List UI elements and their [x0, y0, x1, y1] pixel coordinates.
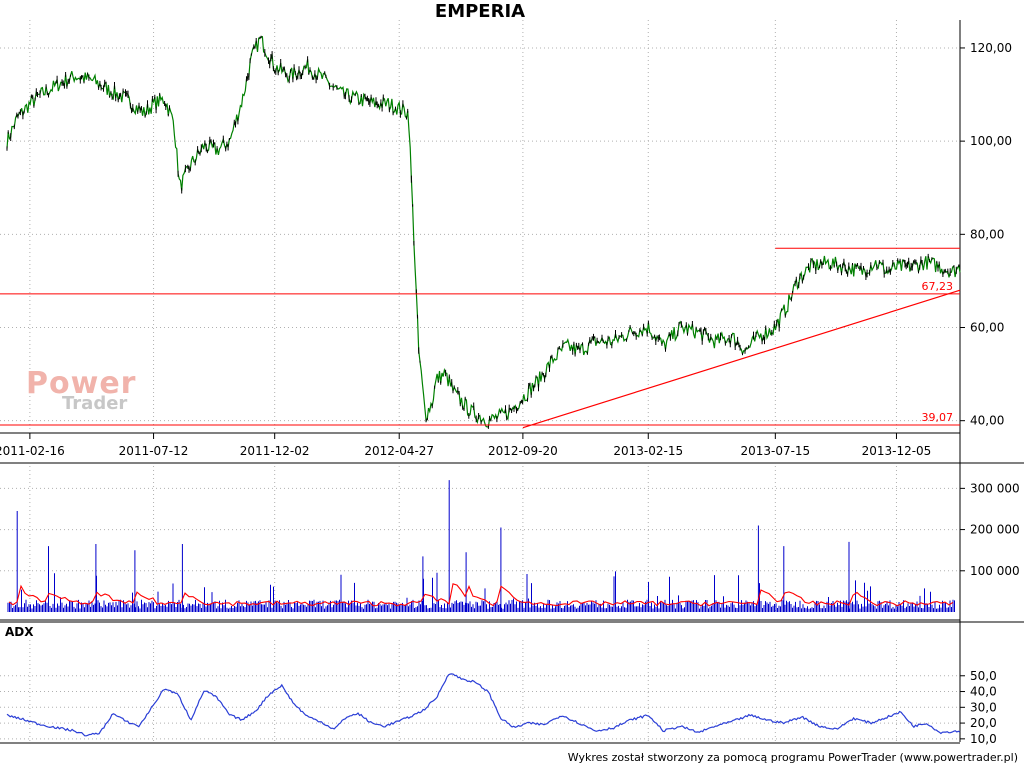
adx-y-tick-label-3: 40,0 [970, 685, 997, 699]
x-tick-label-4: 2012-09-20 [488, 444, 558, 458]
price-y-tick-label-3: 100,00 [970, 134, 1012, 148]
trend-line [522, 289, 961, 429]
x-tick-label-7: 2013-12-05 [862, 444, 932, 458]
volume-moving-average [8, 583, 954, 607]
volume-y-tick-label-2: 300 000 [970, 481, 1020, 495]
adx-y-tick-label-0: 10,0 [970, 732, 997, 746]
x-tick-label-0: 2011-02-16 [0, 444, 65, 458]
price-y-tick-label-4: 120,00 [970, 41, 1012, 55]
adx-line [6, 673, 961, 737]
support-label-1: 39,07 [922, 411, 954, 424]
price-candles [6, 35, 960, 429]
price-line-up [6, 36, 961, 428]
x-tick-label-1: 2011-07-12 [119, 444, 189, 458]
support-label-0: 67,23 [922, 280, 954, 293]
x-tick-label-6: 2013-07-15 [740, 444, 810, 458]
price-y-tick-label-2: 80,00 [970, 227, 1004, 241]
x-tick-label-3: 2012-04-27 [364, 444, 434, 458]
chart-title: EMPERIA [434, 1, 526, 22]
adx-y-tick-label-4: 50,0 [970, 669, 997, 683]
price-y-tick-label-1: 60,00 [970, 321, 1004, 335]
volume-bars [7, 480, 955, 612]
footer-credit: Wykres został stworzony za pomocą progra… [567, 751, 1018, 764]
x-tick-label-2: 2011-12-02 [240, 444, 310, 458]
adx-panel-label: ADX [5, 625, 34, 639]
price-y-tick-label-0: 40,00 [970, 414, 1004, 428]
x-tick-label-5: 2013-02-15 [613, 444, 683, 458]
adx-y-tick-label-1: 20,0 [970, 716, 997, 730]
volume-y-tick-label-1: 200 000 [970, 523, 1020, 537]
adx-y-tick-label-2: 30,0 [970, 700, 997, 714]
volume-y-tick-label-0: 100 000 [970, 564, 1020, 578]
powertrader-watermark: Power Trader [26, 366, 137, 414]
